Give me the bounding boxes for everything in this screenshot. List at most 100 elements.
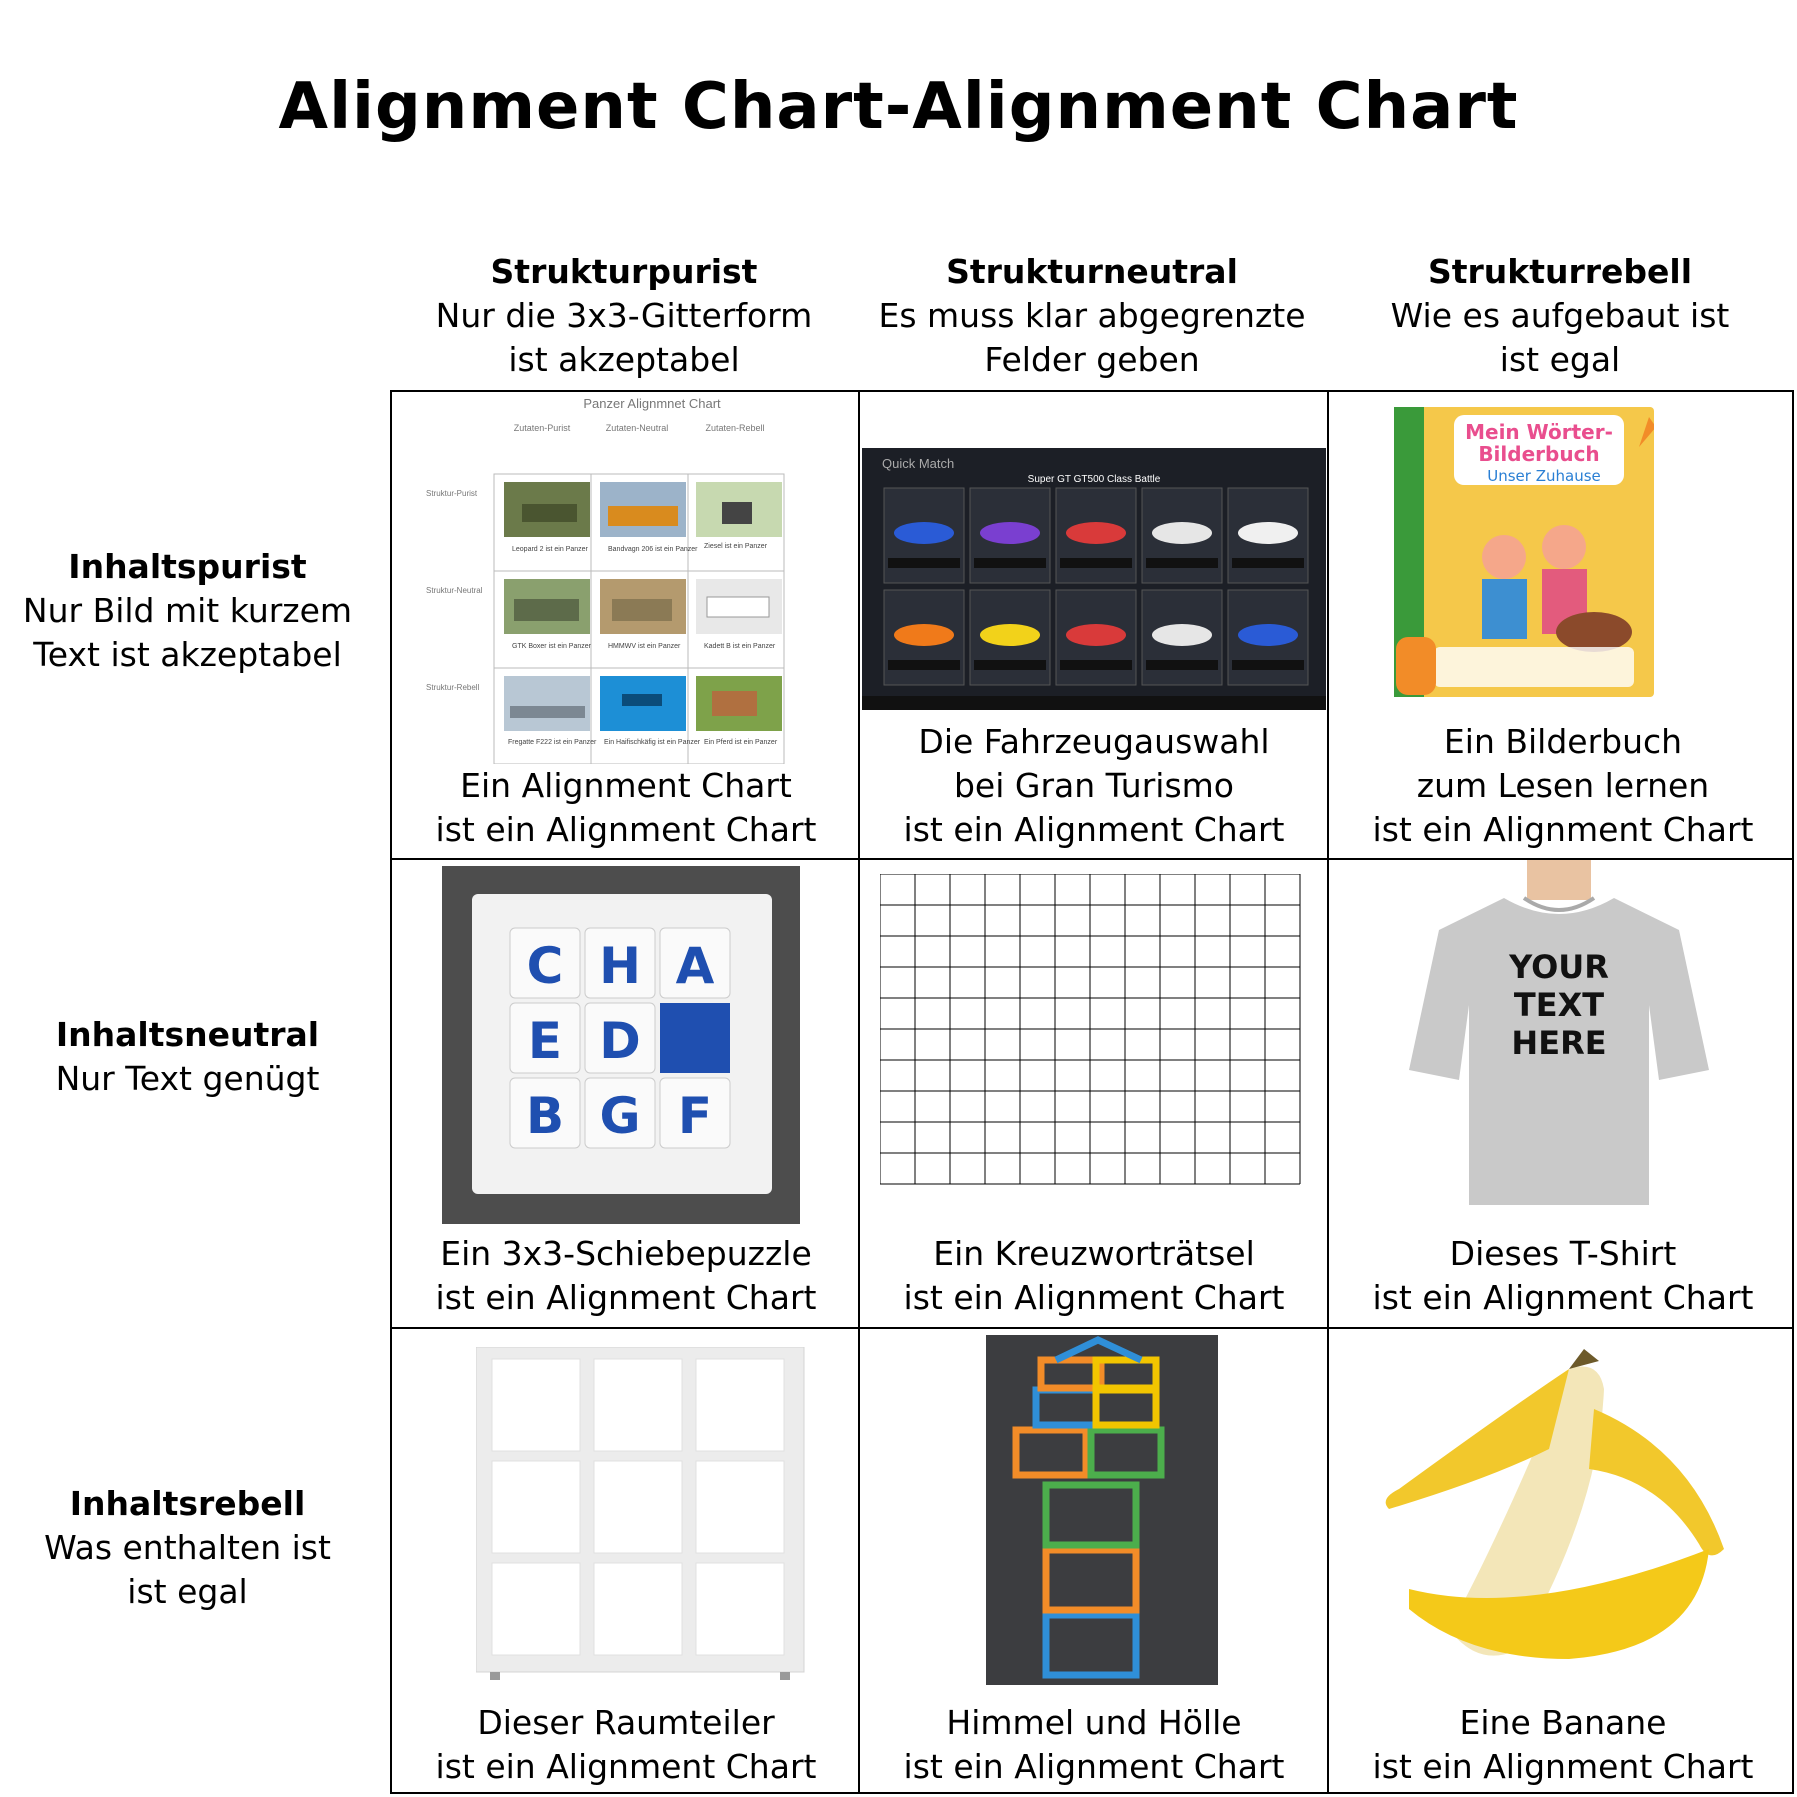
caption-line: ist ein Alignment Chart xyxy=(435,810,817,849)
panzer-chart-title: Panzer Alignmnet Chart xyxy=(583,396,721,411)
cell-panzer-chart: Panzer Alignmnet Chart Zutaten-Purist Zu… xyxy=(392,392,860,860)
cell-caption: Ein 3x3-Schiebepuzzle ist ein Alignment … xyxy=(392,1232,860,1320)
picture-book-image: Mein Wörter- Bilderbuch Unser Zuhause xyxy=(1394,407,1654,697)
car-icon xyxy=(1066,522,1126,544)
col-header-strukturrebell: Strukturrebell Wie es aufgebaut ist ist … xyxy=(1326,250,1794,382)
hopscotch-field xyxy=(1042,1546,1140,1614)
shelf-compartment xyxy=(491,1562,581,1656)
col-header-desc: ist akzeptabel xyxy=(508,340,740,379)
car-stats xyxy=(974,558,1046,568)
caption-line: ist ein Alignment Chart xyxy=(1372,1278,1754,1317)
row-header-inhaltsrebell: Inhaltsrebell Was enthalten ist ist egal xyxy=(0,1482,375,1614)
book-subtitle: Unser Zuhause xyxy=(1487,467,1601,485)
puzzle-tile xyxy=(509,1077,581,1149)
shelf-compartment xyxy=(491,1460,581,1554)
row-header-name: Inhaltsneutral xyxy=(55,1015,320,1054)
car-stats xyxy=(1232,558,1304,568)
shelf-compartment xyxy=(593,1358,683,1452)
cell-banane: Eine Banane ist ein Alignment Chart xyxy=(1329,1329,1797,1797)
hopscotch-field xyxy=(1087,1426,1165,1479)
car-icon xyxy=(1152,624,1212,646)
row-header-name: Inhaltsrebell xyxy=(69,1484,306,1523)
caption-line: Dieses T-Shirt xyxy=(1449,1234,1677,1273)
caption-line: Ein Alignment Chart xyxy=(460,766,792,805)
car-stats xyxy=(974,660,1046,670)
panzer-caption: Ein Haifischkäfig ist ein Panzer xyxy=(604,739,701,746)
car-icon xyxy=(1238,522,1298,544)
empty-slot xyxy=(660,1003,730,1073)
caption-line: ist ein Alignment Chart xyxy=(903,1747,1285,1786)
puzzle-tile xyxy=(509,1002,581,1074)
shelf-compartment xyxy=(695,1358,785,1452)
puzzle-tile xyxy=(509,927,581,999)
cell-gran-turismo: Quick Match Super GT GT500 Class Battle … xyxy=(860,392,1328,860)
col-header-desc: Es muss klar abgegrenzte xyxy=(878,296,1306,335)
puzzle-tile xyxy=(659,1077,731,1149)
caption-line: zum Lesen lernen xyxy=(1416,766,1710,805)
puzzle-letter: A xyxy=(676,937,715,995)
shelf-compartment xyxy=(593,1460,683,1554)
col-header-name: Strukturneutral xyxy=(946,252,1238,291)
hopscotch-field xyxy=(1042,1481,1140,1549)
puzzle-letter: D xyxy=(599,1012,641,1070)
shelf-compartment xyxy=(491,1358,581,1452)
panzer-caption: HMMWV ist ein Panzer xyxy=(608,643,681,650)
cell-tshirt: YOUR TEXT HERE Dieses T-Shirt ist ein Al… xyxy=(1329,860,1797,1328)
cell-caption: Ein Kreuzworträtsel ist ein Alignment Ch… xyxy=(860,1232,1328,1320)
cell-caption: Ein Bilderbuch zum Lesen lernen ist ein … xyxy=(1329,720,1797,852)
row-header-desc: Nur Text genügt xyxy=(55,1059,320,1098)
row-header-desc: ist egal xyxy=(127,1572,248,1611)
row-header-inhaltspurist: Inhaltspurist Nur Bild mit kurzem Text i… xyxy=(0,545,375,677)
cell-caption: Eine Banane ist ein Alignment Chart xyxy=(1329,1701,1797,1789)
panzer-caption: GTK Boxer ist ein Panzer xyxy=(512,643,592,650)
shelf-compartment xyxy=(695,1460,785,1554)
tshirt-image: YOUR TEXT HERE xyxy=(1409,860,1709,1205)
shelf-image xyxy=(476,1347,805,1680)
tshirt-text: YOUR xyxy=(1508,948,1609,986)
caption-line: ist ein Alignment Chart xyxy=(903,810,1285,849)
cell-bilderbuch: Mein Wörter- Bilderbuch Unser Zuhause Ei… xyxy=(1329,392,1797,860)
col-header-name: Strukturpurist xyxy=(490,252,758,291)
grid-divider xyxy=(390,1327,1794,1329)
puzzle-tile xyxy=(584,927,656,999)
caption-line: ist ein Alignment Chart xyxy=(1372,1747,1754,1786)
tshirt-text: TEXT xyxy=(1514,986,1604,1024)
cell-raumteiler: Dieser Raumteiler ist ein Alignment Char… xyxy=(392,1329,860,1797)
panzer-caption: Bandvagn 206 ist ein Panzer xyxy=(608,546,698,553)
row-header-name: Inhaltspurist xyxy=(68,547,307,586)
grid-divider xyxy=(1327,390,1329,1794)
alignment-grid xyxy=(390,390,1794,1794)
car-stats xyxy=(1232,660,1304,670)
caption-line: bei Gran Turismo xyxy=(953,766,1234,805)
col-header-strukturneutral: Strukturneutral Es muss klar abgegrenzte… xyxy=(858,250,1326,382)
hopscotch-field xyxy=(1042,1611,1140,1679)
caption-line: ist ein Alignment Chart xyxy=(903,1278,1285,1317)
row-header-desc: Was enthalten ist xyxy=(44,1528,331,1567)
puzzle-letter: E xyxy=(528,1012,562,1070)
cell-caption: Dieses T-Shirt ist ein Alignment Chart xyxy=(1329,1232,1797,1320)
cell-caption: Ein Alignment Chart ist ein Alignment Ch… xyxy=(392,764,860,852)
gt-subtitle: Super GT GT500 Class Battle xyxy=(1028,474,1161,485)
caption-line: Himmel und Hölle xyxy=(946,1703,1242,1742)
gran-turismo-screen-image: Quick Match Super GT GT500 Class Battle xyxy=(862,448,1326,710)
col-header-name: Strukturrebell xyxy=(1427,252,1693,291)
row-header-inhaltsneutral: Inhaltsneutral Nur Text genügt xyxy=(0,1013,375,1101)
panzer-col-label: Zutaten-Neutral xyxy=(606,423,669,433)
car-icon xyxy=(980,522,1040,544)
cell-caption: Die Fahrzeugauswahl bei Gran Turismo ist… xyxy=(860,720,1328,852)
panzer-row-label: Struktur-Purist xyxy=(426,489,478,498)
row-header-desc: Nur Bild mit kurzem xyxy=(22,591,353,630)
grid-divider xyxy=(858,390,860,1794)
caption-line: Ein Bilderbuch xyxy=(1443,722,1683,761)
car-stats xyxy=(888,558,960,568)
caption-line: ist ein Alignment Chart xyxy=(435,1747,817,1786)
col-header-desc: Felder geben xyxy=(984,340,1200,379)
panzer-col-label: Zutaten-Rebell xyxy=(705,423,764,433)
puzzle-letter: B xyxy=(526,1087,564,1145)
cell-caption: Himmel und Hölle ist ein Alignment Chart xyxy=(860,1701,1328,1789)
car-icon xyxy=(894,522,954,544)
grid-divider xyxy=(390,858,1794,860)
puzzle-letter: F xyxy=(678,1087,712,1145)
col-header-strukturpurist: Strukturpurist Nur die 3x3-Gitterform is… xyxy=(390,250,858,382)
